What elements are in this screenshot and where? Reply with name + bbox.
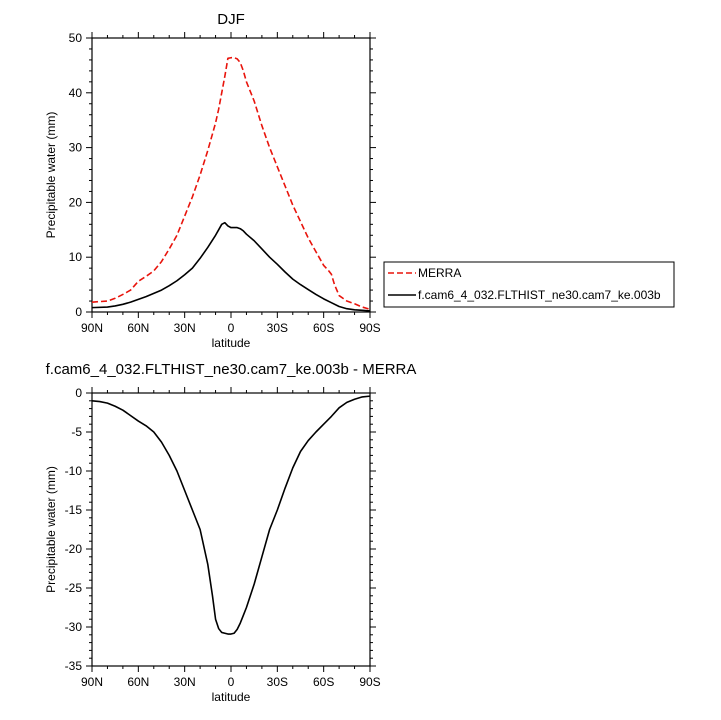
panel1-x-tick-label: 90S: [359, 321, 380, 335]
panel1-x-tick-label: 0: [228, 321, 235, 335]
legend-label-2: f.cam6_4_032.FLTHIST_ne30.cam7_ke.003b: [418, 288, 661, 302]
panel2-x-axis-title: latitude: [212, 690, 251, 704]
panel1-title: DJF: [217, 11, 245, 28]
panel1-x-tick-label: 30S: [267, 321, 288, 335]
panel2-x-tick-label: 30S: [267, 675, 288, 689]
panel1-y-tick-label: 50: [69, 31, 83, 45]
panel2-y-tick-label: -35: [65, 659, 83, 673]
panel1-series-line-1: [91, 56, 371, 311]
panel1-y-tick-label: 10: [69, 250, 83, 264]
panel2-y-tick-label: -20: [65, 542, 83, 556]
panel2-y-axis-title: Precipitable water (mm): [44, 466, 58, 593]
panel1-x-axis-title: latitude: [212, 336, 251, 350]
legend-label-1: MERRA: [418, 266, 461, 280]
panel2-x-tick-label: 0: [228, 675, 235, 689]
panel2-series-line-1: [91, 395, 371, 635]
panel1-series-line-2: [91, 221, 371, 312]
panel2-x-tick-label: 90N: [81, 675, 103, 689]
panel1-x-tick-label: 30N: [174, 321, 196, 335]
panel1-x-tick-label: 60N: [127, 321, 149, 335]
panel2-y-tick-label: -25: [65, 581, 83, 595]
panel1-x-tick-label: 90N: [81, 321, 103, 335]
panel2-y-tick-label: -10: [65, 464, 83, 478]
panel1-y-tick-label: 30: [69, 141, 83, 155]
panel2-y-tick-label: 0: [75, 386, 82, 400]
panel2-y-tick-label: -15: [65, 503, 83, 517]
panel2-title: f.cam6_4_032.FLTHIST_ne30.cam7_ke.003b -…: [46, 361, 417, 378]
panel1-y-tick-label: 0: [75, 305, 82, 319]
panel1-y-tick-label: 40: [69, 86, 83, 100]
legend-box: [383, 261, 675, 308]
panel1-y-axis-title: Precipitable water (mm): [44, 112, 58, 239]
panel2-x-tick-label: 30N: [174, 675, 196, 689]
panel1-y-tick-label: 20: [69, 195, 83, 209]
panel1-x-tick-label: 60S: [313, 321, 334, 335]
panel2-y-tick-label: -5: [71, 425, 82, 439]
panel2-y-tick-label: -30: [65, 620, 83, 634]
panel2-x-tick-label: 60N: [127, 675, 149, 689]
panel2-plot-frame: [91, 392, 371, 667]
panel2-x-tick-label: 60S: [313, 675, 334, 689]
panel2-x-tick-label: 90S: [359, 675, 380, 689]
